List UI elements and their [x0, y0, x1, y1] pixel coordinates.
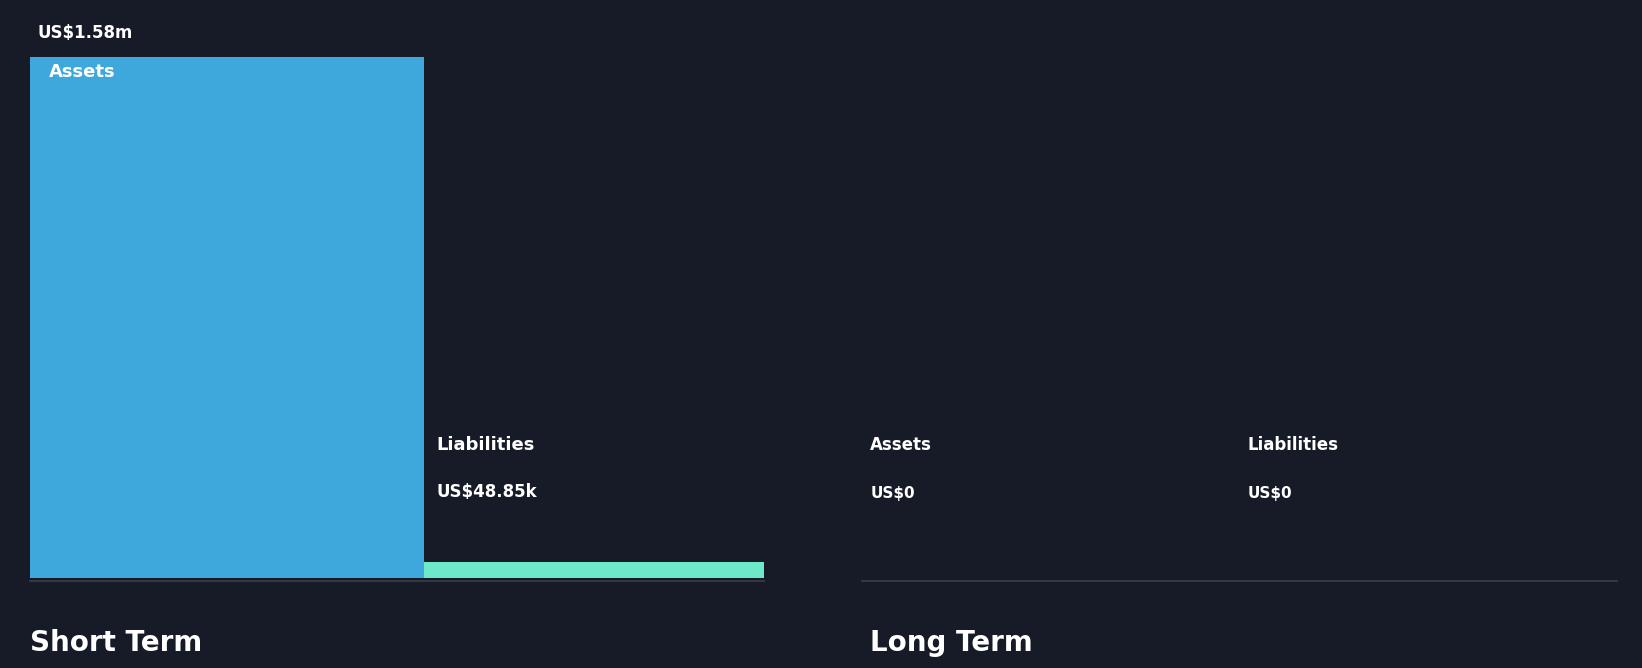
Text: Liabilities: Liabilities	[437, 436, 535, 454]
Text: Liabilities: Liabilities	[1248, 436, 1338, 454]
Bar	[424, 562, 764, 578]
Bar	[30, 57, 424, 578]
Text: US$1.58m: US$1.58m	[38, 24, 133, 42]
Text: US$0: US$0	[870, 486, 915, 501]
Text: US$48.85k: US$48.85k	[437, 483, 537, 501]
Text: Long Term: Long Term	[870, 629, 1033, 657]
Text: Assets: Assets	[49, 63, 117, 81]
Text: Short Term: Short Term	[30, 629, 202, 657]
Text: Assets: Assets	[870, 436, 933, 454]
Text: US$0: US$0	[1248, 486, 1292, 501]
